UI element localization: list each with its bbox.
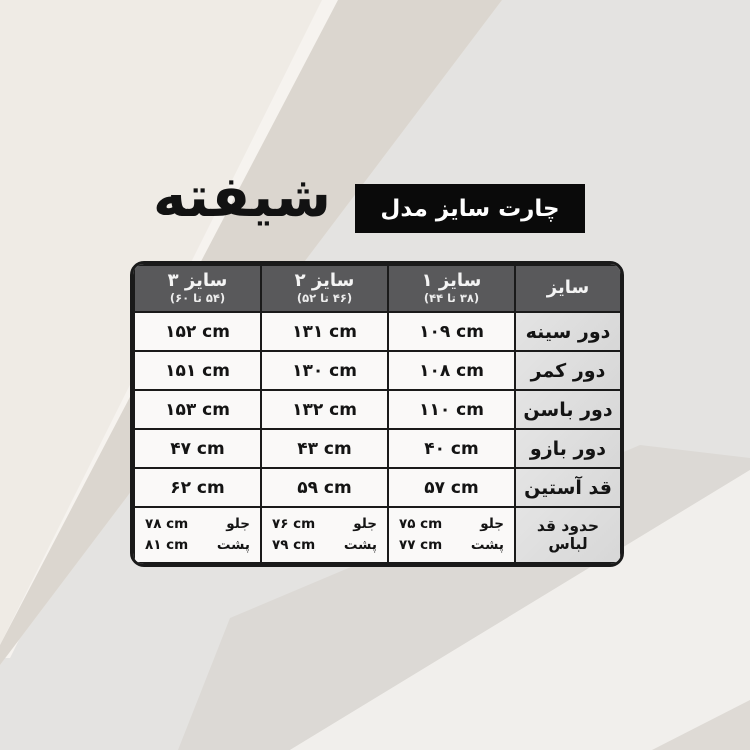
column-header-size-2: سایز ۲ (۴۶ تا ۵۲) — [260, 264, 389, 313]
cell-value: ۱۵۳ cm — [133, 389, 262, 430]
front-label: جلو — [480, 516, 504, 533]
table-row-bust: دور سینه ۱۰۹ cm ۱۳۱ cm ۱۵۲ cm — [133, 311, 621, 352]
chart-title-badge: چارت سایز مدل — [355, 184, 585, 233]
model-name: شیفته — [152, 164, 332, 230]
cell-value: ۱۳۱ cm — [260, 311, 389, 352]
cell-value-front-back: جلو ۷۵ cm پشت ۷۷ cm — [387, 506, 516, 564]
front-value: ۷۶ cm — [272, 516, 316, 533]
cell-value: ۱۵۲ cm — [133, 311, 262, 352]
row-label: دور بازو — [514, 428, 621, 469]
back-value: ۸۱ cm — [145, 537, 189, 553]
front-value: ۷۸ cm — [145, 516, 189, 533]
cell-value: ۱۱۰ cm — [387, 389, 516, 430]
row-label: حدود قد لباس — [514, 506, 621, 564]
front-value: ۷۵ cm — [399, 516, 443, 533]
column-header-size: سایز — [514, 264, 621, 313]
size-chart: سایز سایز ۱ (۳۸ تا ۴۴) سایز ۲ (۴۶ تا ۵۲)… — [130, 261, 624, 567]
back-value: ۷۷ cm — [399, 537, 443, 553]
back-label: پشت — [343, 537, 377, 553]
cell-value: ۵۹ cm — [260, 467, 389, 508]
cell-value: ۱۰۹ cm — [387, 311, 516, 352]
size-chart-table: سایز سایز ۱ (۳۸ تا ۴۴) سایز ۲ (۴۶ تا ۵۲)… — [133, 264, 621, 564]
front-label: جلو — [226, 516, 250, 533]
size-3-label: سایز ۳ — [167, 270, 228, 292]
size-2-label: سایز ۲ — [294, 270, 355, 292]
size-1-range: (۳۸ تا ۴۴) — [423, 290, 480, 305]
column-header-size-1: سایز ۱ (۳۸ تا ۴۴) — [387, 264, 516, 313]
cell-value: ۴۳ cm — [260, 428, 389, 469]
cell-value: ۴۰ cm — [387, 428, 516, 469]
cell-value: ۱۰۸ cm — [387, 350, 516, 391]
chart-title-label: چارت سایز مدل — [380, 195, 560, 222]
size-3-range: (۵۴ تا ۶۰) — [169, 290, 226, 305]
table-row-arm: دور بازو ۴۰ cm ۴۳ cm ۴۷ cm — [133, 428, 621, 469]
row-label: دور باسن — [514, 389, 621, 430]
size-1-label: سایز ۱ — [421, 270, 482, 292]
column-header-size-3: سایز ۳ (۵۴ تا ۶۰) — [133, 264, 262, 313]
row-label: دور کمر — [514, 350, 621, 391]
table-row-garment-length: حدود قد لباس جلو ۷۵ cm پشت ۷۷ cm — [133, 506, 621, 564]
front-label: جلو — [353, 516, 377, 533]
cell-value: ۱۵۱ cm — [133, 350, 262, 391]
cell-value-front-back: جلو ۷۸ cm پشت ۸۱ cm — [133, 506, 262, 564]
cell-value: ۴۷ cm — [133, 428, 262, 469]
row-label: قد آستین — [514, 467, 621, 508]
back-label: پشت — [470, 537, 504, 553]
cell-value: ۱۳۰ cm — [260, 350, 389, 391]
cell-value: ۱۳۲ cm — [260, 389, 389, 430]
table-row-waist: دور کمر ۱۰۸ cm ۱۳۰ cm ۱۵۱ cm — [133, 350, 621, 391]
row-label: دور سینه — [514, 311, 621, 352]
column-header-size-label: سایز — [546, 277, 590, 299]
back-value: ۷۹ cm — [272, 537, 316, 553]
cell-value: ۶۲ cm — [133, 467, 262, 508]
cell-value: ۵۷ cm — [387, 467, 516, 508]
table-row-hip: دور باسن ۱۱۰ cm ۱۳۲ cm ۱۵۳ cm — [133, 389, 621, 430]
table-row-sleeve: قد آستین ۵۷ cm ۵۹ cm ۶۲ cm — [133, 467, 621, 508]
header-row: سایز سایز ۱ (۳۸ تا ۴۴) سایز ۲ (۴۶ تا ۵۲)… — [133, 264, 621, 313]
cell-value-front-back: جلو ۷۶ cm پشت ۷۹ cm — [260, 506, 389, 564]
size-2-range: (۴۶ تا ۵۲) — [296, 290, 353, 305]
back-label: پشت — [216, 537, 250, 553]
